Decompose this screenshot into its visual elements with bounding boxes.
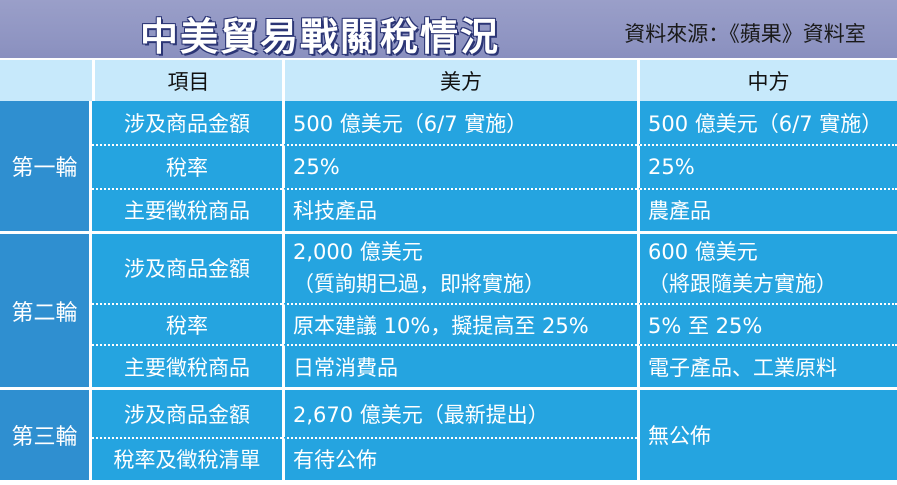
table-row: 稅率及徵稅清單 有待公佈	[0, 436, 897, 480]
row-label: 稅率	[92, 302, 282, 345]
cn-amount: 600 億美元	[648, 240, 758, 265]
tariff-table: 項目 美方 中方 第一輪 涉及商品金額 500 億美元（6/7 實施） 500 …	[0, 60, 897, 480]
row-label: 稅率	[92, 144, 282, 188]
round-1-label: 第一輪	[0, 101, 92, 231]
row-label: 涉及商品金額	[92, 230, 282, 303]
row-label: 稅率及徵稅清單	[92, 436, 282, 480]
table-row: 第一輪 涉及商品金額 500 億美元（6/7 實施） 500 億美元（6/7 實…	[0, 101, 897, 231]
table-row: 第二輪 涉及商品金額 2,000 億美元 （質詢期已過，即將實施） 600 億美…	[0, 230, 897, 388]
us-note: （質詢期已過，即將實施）	[293, 272, 545, 297]
cn-cell: 600 億美元 （將跟隨美方實施）	[637, 230, 897, 303]
header-item: 項目	[92, 60, 282, 102]
cn-note: （將跟隨美方實施）	[648, 272, 837, 297]
row-label: 涉及商品金額	[92, 101, 282, 145]
header-cn: 中方	[637, 60, 897, 102]
table-row: 第三輪 涉及商品金額 2,670 億美元（最新提出） 無公佈	[0, 387, 897, 480]
cn-cell: 農產品	[637, 187, 897, 231]
row-label: 主要徵稅商品	[92, 187, 282, 231]
cn-cell: 25%	[637, 144, 897, 188]
round-2-label: 第二輪	[0, 230, 92, 388]
us-cell: 科技產品	[282, 187, 637, 231]
table-row: 主要徵稅商品 科技產品 農產品	[0, 187, 897, 231]
source-note: 資料來源：《蘋果》資料室	[624, 22, 866, 46]
us-cell: 原本建議 10%，擬提高至 25%	[282, 302, 637, 345]
header-row: 項目 美方 中方	[0, 60, 897, 102]
page-title: 中美貿易戰關稅情況	[139, 15, 500, 59]
table-row: 稅率 25% 25%	[0, 144, 897, 188]
row-label: 主要徵稅商品	[92, 344, 282, 388]
row-label: 涉及商品金額	[92, 387, 282, 437]
us-cell: 2,000 億美元 （質詢期已過，即將實施）	[282, 230, 637, 303]
cn-cell: 500 億美元（6/7 實施）	[637, 101, 897, 145]
header-empty	[0, 60, 92, 102]
us-cell: 有待公佈	[282, 436, 637, 480]
table-row: 稅率 原本建議 10%，擬提高至 25% 5% 至 25%	[0, 302, 897, 345]
title-bar: 中美貿易戰關稅情況 資料來源：《蘋果》資料室	[0, 0, 897, 59]
table-row: 主要徵稅商品 日常消費品 電子產品、工業原料	[0, 344, 897, 388]
cn-cell: 無公佈	[637, 387, 897, 480]
us-cell: 2,670 億美元（最新提出）	[282, 387, 637, 437]
us-amount: 2,000 億美元	[293, 240, 423, 265]
cn-cell: 5% 至 25%	[637, 302, 897, 345]
header-us: 美方	[282, 60, 637, 102]
us-cell: 500 億美元（6/7 實施）	[282, 101, 637, 145]
us-cell: 日常消費品	[282, 344, 637, 388]
cn-cell: 電子產品、工業原料	[637, 344, 897, 388]
round-3-label: 第三輪	[0, 387, 92, 480]
us-cell: 25%	[282, 144, 637, 188]
